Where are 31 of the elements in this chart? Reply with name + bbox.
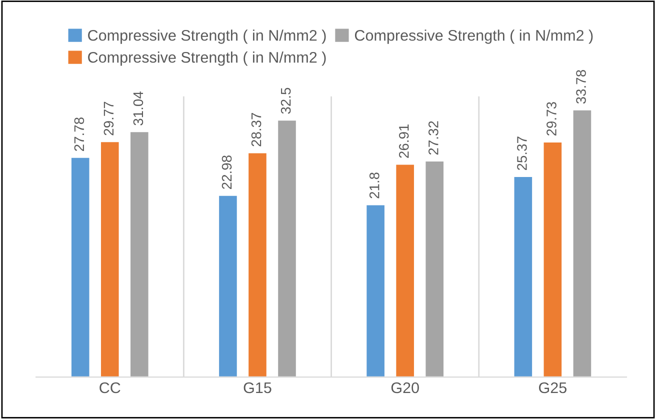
data-label: 28.37 — [251, 112, 262, 146]
bar — [512, 176, 534, 378]
bar — [129, 130, 150, 378]
bar — [572, 109, 592, 378]
x-tick-label: CC — [100, 382, 120, 394]
bar — [276, 119, 298, 378]
bar — [424, 160, 445, 378]
data-label: 25.37 — [517, 136, 527, 170]
data-label: 21.8 — [369, 172, 380, 198]
x-tick-label: G20 — [391, 382, 419, 394]
bar — [542, 141, 563, 378]
data-label: 26.91 — [398, 124, 409, 158]
data-label: 32.5 — [280, 88, 291, 114]
data-label: 27.32 — [428, 121, 438, 155]
x-tick-label: G25 — [539, 382, 566, 394]
legend-label: Compressive Strength ( in N/mm2 ) — [88, 52, 326, 66]
bar — [70, 156, 91, 378]
bar — [100, 140, 120, 378]
bar — [247, 152, 268, 378]
data-label: 31.04 — [133, 92, 144, 126]
data-label: 29.77 — [104, 102, 114, 136]
legend-label: Compressive Strength ( in N/mm2 ) — [88, 30, 326, 44]
data-label: 29.73 — [546, 102, 556, 136]
x-tick-label: G15 — [244, 382, 272, 394]
data-label: 22.98 — [222, 156, 232, 189]
data-label: 33.78 — [576, 70, 586, 104]
bar — [218, 194, 238, 378]
legend-label: Compressive Strength ( in N/mm2 ) — [354, 30, 593, 44]
bar — [394, 163, 416, 378]
data-label: 27.78 — [74, 118, 84, 151]
bar — [365, 204, 386, 378]
